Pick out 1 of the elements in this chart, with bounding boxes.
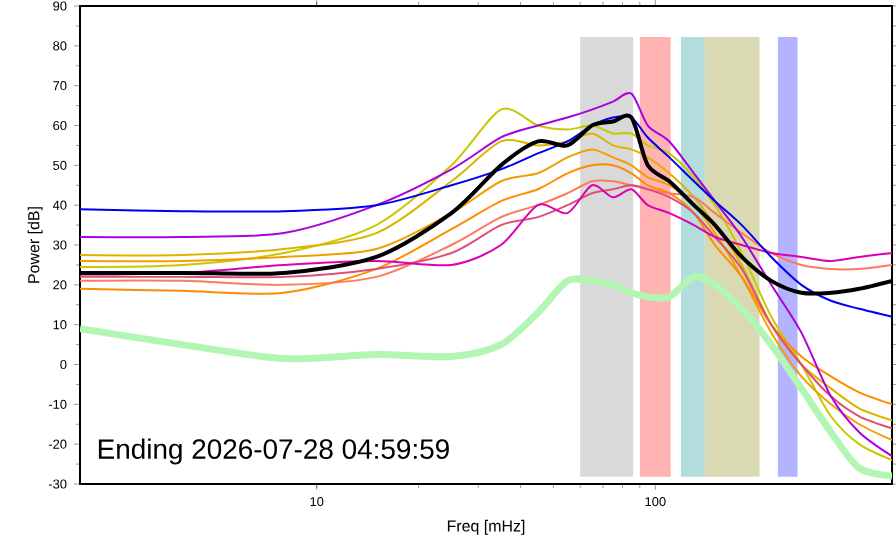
annotation: Ending 2026-07-28 04:59:59 [98, 438, 449, 465]
